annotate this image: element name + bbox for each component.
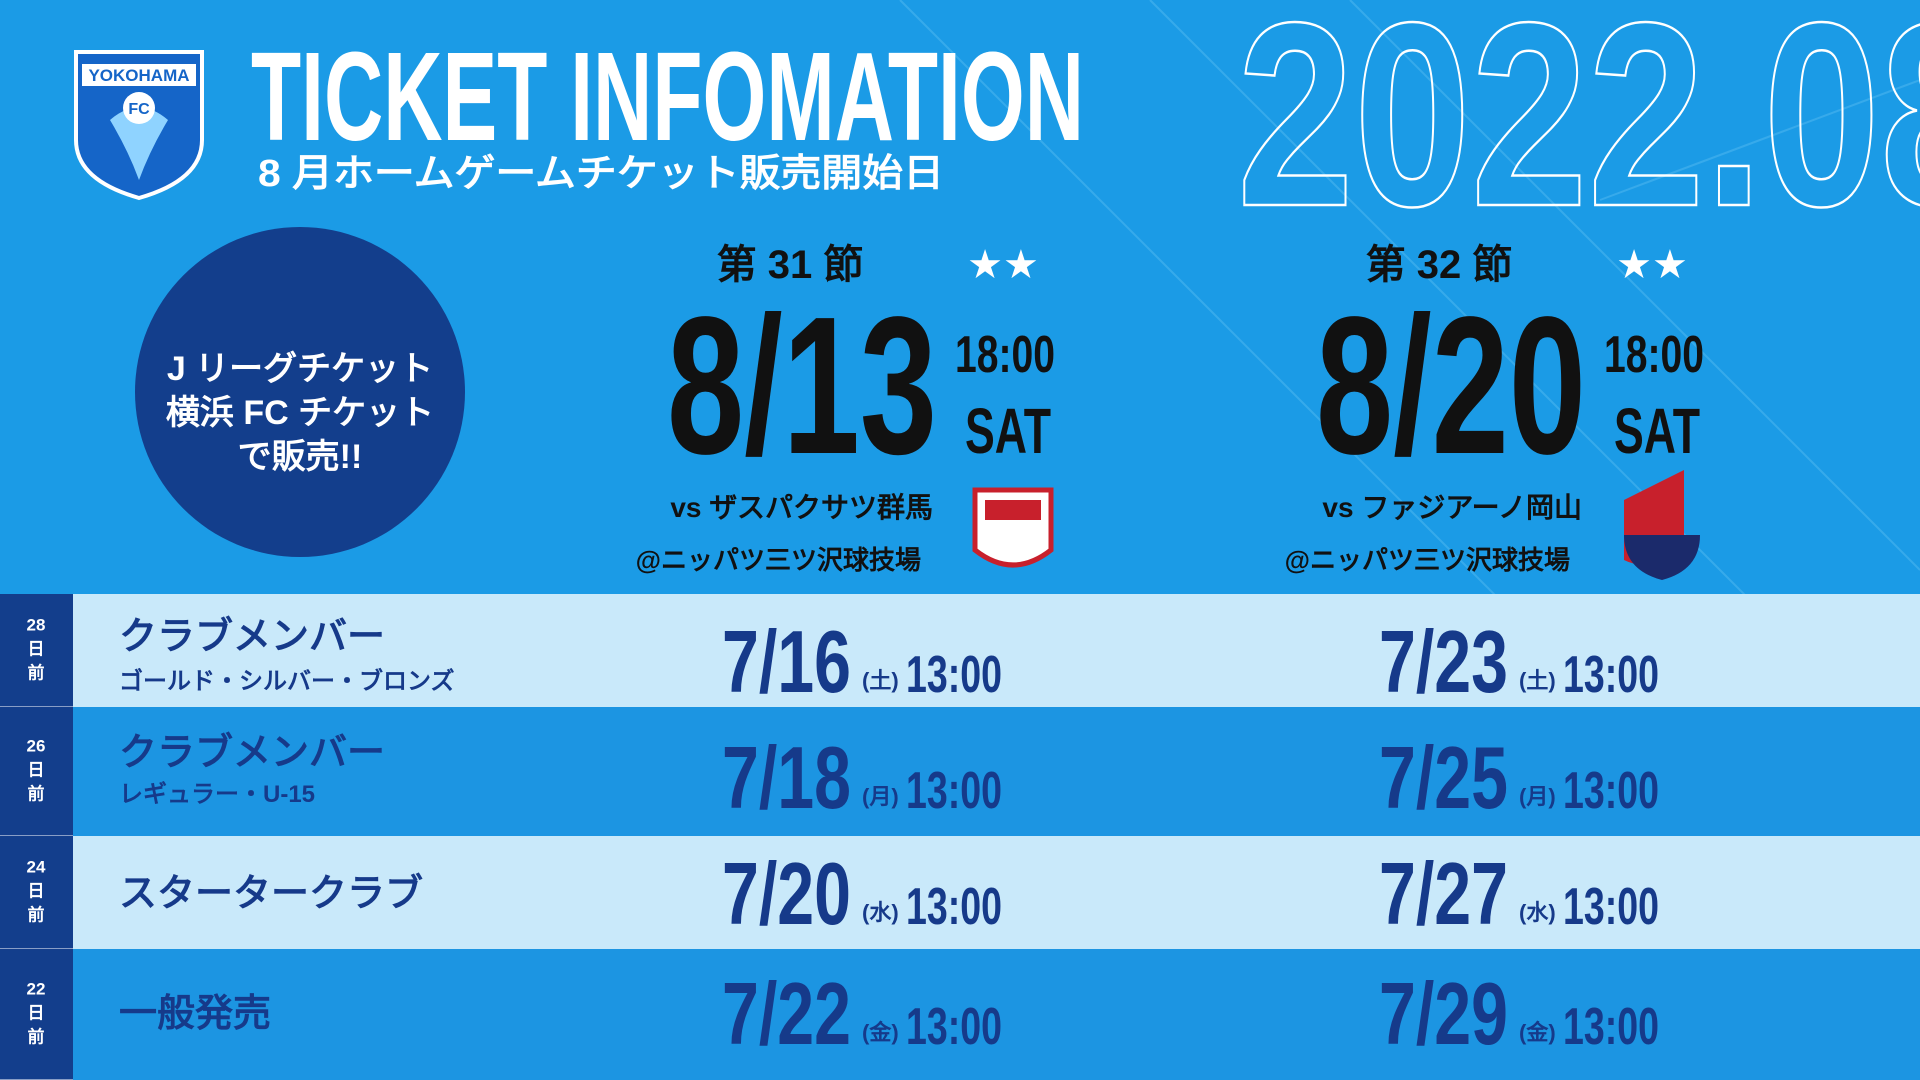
sale-time: 13:00 — [906, 762, 1002, 820]
tier-sub: ゴールド・シルバー・ブロンズ — [119, 667, 455, 695]
tier: クラブメンバー — [119, 615, 385, 658]
sale-time: 13:00 — [906, 998, 1002, 1056]
sale-date: 7/16 — [722, 612, 851, 711]
sale-time: 13:00 — [1563, 878, 1659, 936]
days-before: 日 — [28, 882, 45, 901]
match-date: 8/13 — [667, 276, 937, 495]
sale-date: 7/27 — [1379, 844, 1508, 943]
sale-date: 7/22 — [722, 964, 851, 1063]
sale-date: 7/20 — [722, 844, 851, 943]
badge-line: J リーグチケット — [167, 350, 433, 388]
days-before: 前 — [28, 784, 45, 804]
match-date: 8/20 — [1316, 276, 1586, 495]
badge-line: で販売!! — [238, 438, 363, 476]
days-before: 前 — [28, 663, 45, 683]
sale-weekday: (水) — [862, 900, 899, 925]
days-bg — [0, 594, 73, 707]
subtitle: 8 月ホームゲームチケット販売開始日 — [258, 153, 944, 195]
sale-weekday: (土) — [1519, 668, 1556, 693]
opponent-crest-band — [985, 500, 1041, 520]
tier: スタータークラブ — [119, 872, 423, 915]
sale-time: 13:00 — [1563, 998, 1659, 1056]
row-bg — [73, 836, 1920, 949]
opponent-crest-lower — [1624, 535, 1700, 580]
tier: クラブメンバー — [119, 731, 385, 774]
sale-weekday: (金) — [1519, 1020, 1556, 1045]
row-bg — [73, 949, 1920, 1080]
match-day: SAT — [965, 395, 1051, 467]
tier: 一般発売 — [119, 993, 271, 1035]
sale-weekday: (金) — [862, 1020, 899, 1045]
days-before: 26 — [27, 737, 46, 756]
days-before: 24 — [27, 858, 46, 877]
days-bg — [0, 949, 73, 1080]
days-before: 前 — [28, 1027, 45, 1047]
row-bg — [73, 707, 1920, 836]
days-before: 日 — [28, 1004, 45, 1023]
sale-weekday: (水) — [1519, 900, 1556, 925]
round: 第 32 節 — [1366, 243, 1513, 287]
opponent: vs ザスパクサツ群馬 — [670, 492, 933, 523]
kickoff-time: 18:00 — [1604, 326, 1704, 384]
days-before: 28 — [27, 616, 46, 635]
days-bg — [0, 707, 73, 836]
logo-sub: FC — [128, 101, 150, 118]
round: 第 31 節 — [717, 243, 864, 287]
sale-date: 7/25 — [1379, 728, 1508, 827]
sale-date: 7/18 — [722, 728, 851, 827]
badge — [135, 227, 465, 557]
row-bg — [73, 594, 1920, 707]
opponent: vs ファジアーノ岡山 — [1322, 492, 1582, 523]
kickoff-time: 18:00 — [955, 326, 1055, 384]
tier-sub: レギュラー・U-15 — [119, 781, 315, 808]
venue: @ニッパツ三ツ沢球技場 — [636, 545, 921, 575]
days-bg — [0, 836, 73, 949]
year-month: 2022.08 — [1237, 0, 1920, 261]
sale-date: 7/29 — [1379, 964, 1508, 1063]
sale-weekday: (月) — [1519, 784, 1556, 809]
sale-weekday: (土) — [862, 668, 899, 693]
stars: ★★ — [967, 243, 1039, 287]
title: TICKET INFOMATION — [251, 26, 1084, 167]
sale-date: 7/23 — [1379, 612, 1508, 711]
days-before: 22 — [27, 980, 46, 999]
logo-text: YOKOHAMA — [88, 66, 189, 85]
stars: ★★ — [1616, 243, 1688, 287]
match-day: SAT — [1614, 395, 1700, 467]
sale-time: 13:00 — [906, 646, 1002, 704]
sale-weekday: (月) — [862, 784, 899, 809]
days-before: 前 — [28, 905, 45, 925]
days-before: 日 — [28, 640, 45, 659]
sale-time: 13:00 — [906, 878, 1002, 936]
sale-time: 13:00 — [1563, 762, 1659, 820]
sale-time: 13:00 — [1563, 646, 1659, 704]
badge-line: 横浜 FC チケット — [166, 394, 434, 432]
days-before: 日 — [28, 761, 45, 780]
club-logo — [74, 50, 204, 201]
venue: @ニッパツ三ツ沢球技場 — [1285, 545, 1570, 575]
